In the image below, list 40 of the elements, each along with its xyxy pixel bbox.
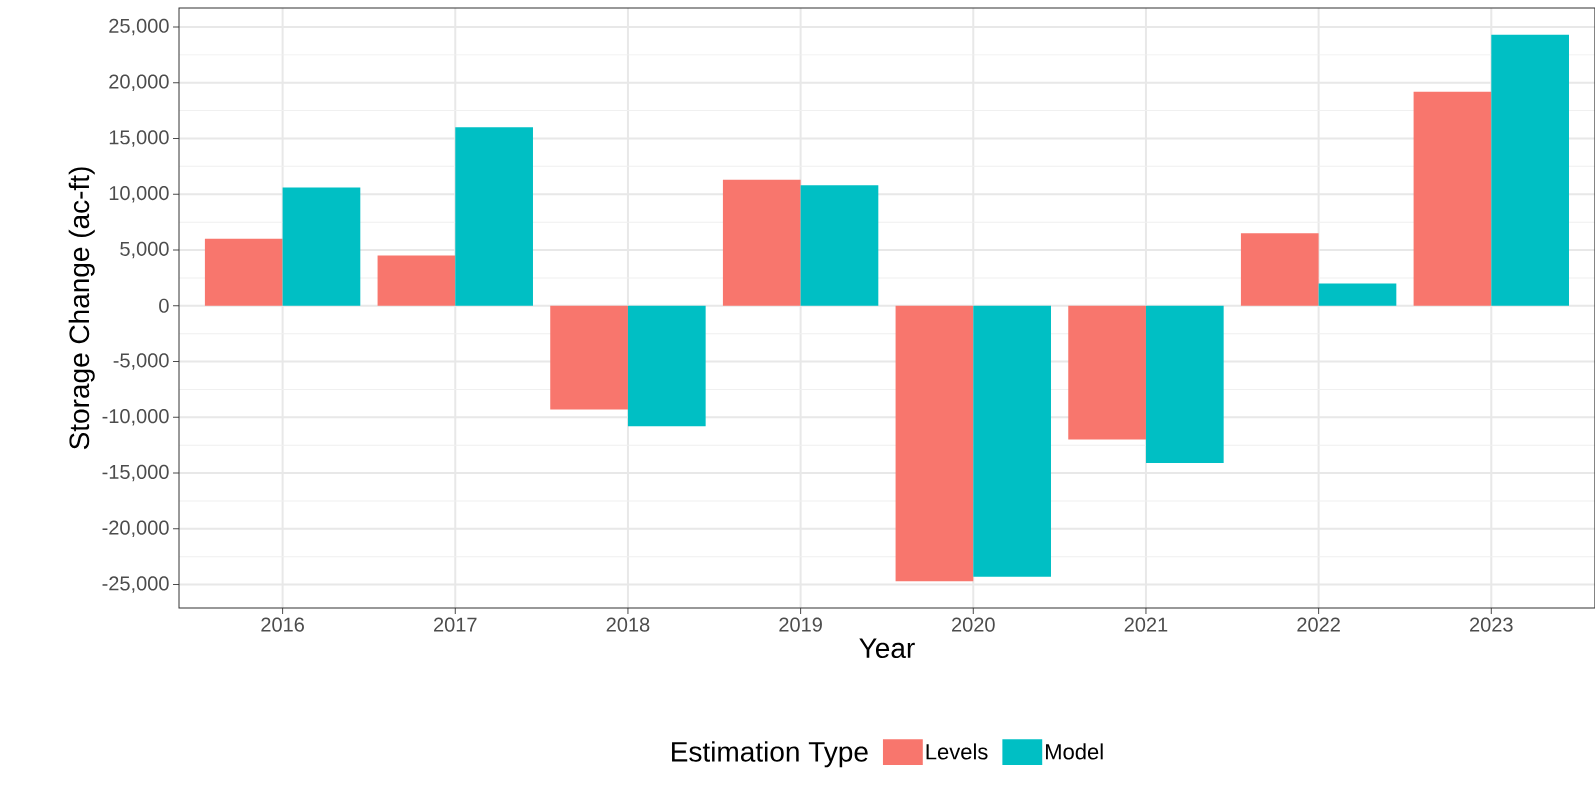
bar bbox=[1240, 233, 1319, 306]
bar bbox=[1145, 305, 1224, 464]
bar bbox=[1491, 34, 1569, 306]
y-tick-label: 10,000 bbox=[109, 185, 169, 203]
bar bbox=[1318, 283, 1397, 306]
x-tick-label: 2022 bbox=[1297, 617, 1340, 632]
bar bbox=[1068, 305, 1146, 440]
y-tick-label: -5,000 bbox=[113, 353, 169, 370]
y-tick-label: -20,000 bbox=[102, 520, 169, 538]
y-tick-label: 20,000 bbox=[109, 74, 169, 91]
bar bbox=[973, 305, 1051, 577]
bar bbox=[627, 305, 706, 427]
y-axis-title: Storage Change (ac-ft) bbox=[68, 167, 95, 450]
legend-label: Model bbox=[1046, 743, 1103, 760]
y-tick-label: 0 bbox=[159, 298, 169, 313]
bar bbox=[1413, 91, 1492, 306]
x-tick-label: 2020 bbox=[952, 617, 995, 632]
bar bbox=[455, 127, 533, 306]
bar bbox=[800, 185, 879, 306]
y-tick-label: 25,000 bbox=[109, 18, 169, 36]
y-tick-label: -10,000 bbox=[102, 409, 169, 426]
bar bbox=[377, 255, 456, 306]
bar bbox=[895, 305, 974, 582]
x-tick-label: 2018 bbox=[606, 617, 650, 632]
x-axis-title: Year bbox=[859, 638, 915, 659]
legend-label: Levels bbox=[926, 743, 988, 760]
x-tick-label: 2017 bbox=[434, 617, 477, 632]
x-tick-label: 2023 bbox=[1470, 617, 1513, 632]
x-tick-label: 2021 bbox=[1124, 617, 1168, 632]
bar bbox=[550, 305, 628, 410]
bar bbox=[282, 187, 361, 306]
x-tick-label: 2016 bbox=[261, 617, 304, 632]
legend-title: Estimation Type bbox=[672, 741, 868, 768]
y-tick-label: 15,000 bbox=[109, 130, 169, 147]
bar bbox=[204, 238, 283, 306]
y-tick-label: -25,000 bbox=[102, 576, 169, 593]
x-tick-label: 2019 bbox=[779, 617, 822, 632]
y-tick-label: 5,000 bbox=[120, 241, 169, 259]
y-tick-label: -15,000 bbox=[102, 464, 169, 482]
bar bbox=[722, 179, 801, 306]
